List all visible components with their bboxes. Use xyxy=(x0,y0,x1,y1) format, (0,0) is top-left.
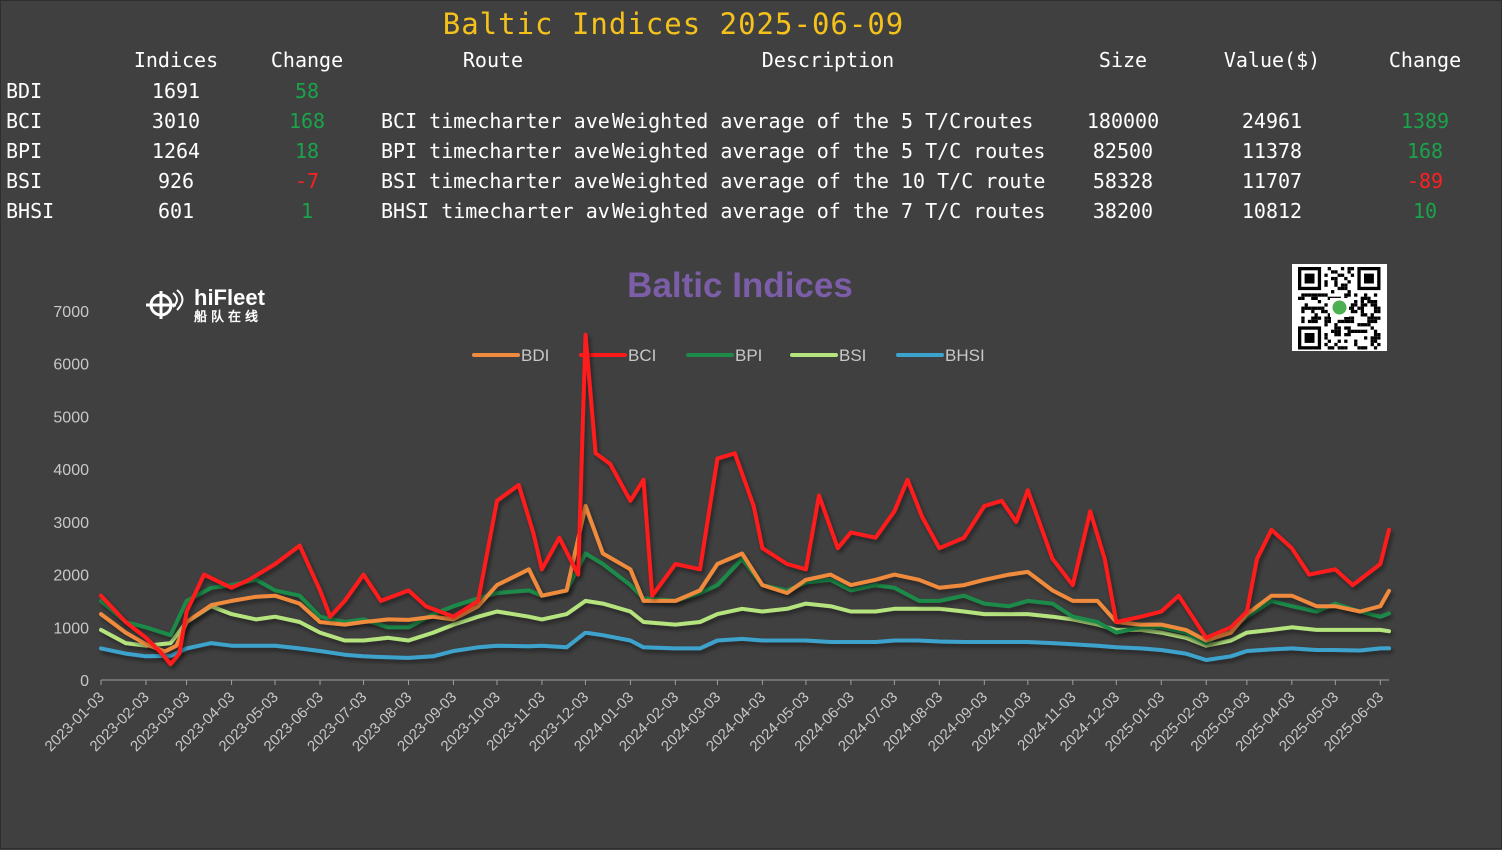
index-name: BDI xyxy=(6,79,43,103)
index-change: -7 xyxy=(294,169,320,193)
index-change: 58 xyxy=(294,79,320,103)
index-name: BPI xyxy=(6,139,43,163)
legend-label: BPI xyxy=(735,346,762,365)
tc-value: 10812 xyxy=(1241,199,1303,223)
size-value: 58328 xyxy=(1092,169,1154,193)
index-change: 1 xyxy=(300,199,314,223)
tc-value: 11707 xyxy=(1241,169,1303,193)
hifleet-logo: hiFleet 船队在线 xyxy=(144,283,284,331)
description-text: Weighted average of the 10 T/C route xyxy=(612,169,1046,193)
index-value: 601 xyxy=(157,199,195,223)
y-tick-label: 5000 xyxy=(53,409,89,426)
route-text: BCI timecharter ave xyxy=(381,109,610,133)
series-line-bsi xyxy=(99,598,1391,648)
column-header-description: Description xyxy=(761,48,895,72)
legend-label: BSI xyxy=(839,346,866,365)
column-header-route: Route xyxy=(462,48,524,72)
logo-subtitle: 船队在线 xyxy=(194,309,262,325)
index-change: 168 xyxy=(288,109,326,133)
qr-code-icon xyxy=(1292,264,1387,351)
series-line-bci xyxy=(99,332,1391,667)
baltic-indices-chart: Baltic Indices 0 1000 2000 3000 4000 5000 6000 7… xyxy=(42,266,1391,755)
tc-value-change: 1389 xyxy=(1400,109,1450,133)
y-tick-label: 1000 xyxy=(53,620,89,637)
column-header-indices: Indices xyxy=(133,48,219,72)
index-name: BHSI xyxy=(6,199,55,223)
column-header-value-change: Change xyxy=(1388,48,1462,72)
index-value: 926 xyxy=(157,169,195,193)
ship-wheel-icon: hiFleet 船队在线 xyxy=(146,285,266,325)
series-line-bpi xyxy=(99,551,1391,646)
y-tick-label: 3000 xyxy=(53,515,89,532)
series-line-bdi xyxy=(99,504,1391,654)
y-tick-label: 2000 xyxy=(53,568,89,585)
logo-text: hiFleet xyxy=(194,285,266,310)
legend-label: BCI xyxy=(628,346,656,365)
tc-value-change: 10 xyxy=(1412,199,1438,223)
legend-label: BDI xyxy=(521,346,549,365)
description-text: Weighted average of the 7 T/C routes xyxy=(612,199,1046,223)
chart-title: Baltic Indices xyxy=(627,266,853,305)
column-header-size: Size xyxy=(1098,48,1148,72)
index-name: BSI xyxy=(6,169,43,193)
column-header-value: Value($) xyxy=(1223,48,1321,72)
column-header-change: Change xyxy=(270,48,344,72)
y-tick-label: 4000 xyxy=(53,462,89,479)
index-value: 3010 xyxy=(151,109,201,133)
route-text: BHSI timecharter av xyxy=(381,199,610,223)
route-text: BSI timecharter ave xyxy=(381,169,610,193)
description-text: Weighted average of the 5 T/C routes xyxy=(612,139,1046,163)
tc-value-change: -89 xyxy=(1406,169,1444,193)
y-tick-label: 0 xyxy=(80,673,89,690)
tc-value: 24961 xyxy=(1241,109,1303,133)
y-tick-label: 7000 xyxy=(53,304,89,321)
index-name: BCI xyxy=(6,109,43,133)
index-change: 18 xyxy=(294,139,320,163)
tc-value: 11378 xyxy=(1241,139,1303,163)
legend-label: BHSI xyxy=(945,346,985,365)
description-text: Weighted average of the 5 T/Croutes xyxy=(612,109,1034,133)
series-line-bhsi xyxy=(99,630,1391,662)
tc-value-change: 168 xyxy=(1406,139,1444,163)
page-title: Baltic Indices 2025-06-09 xyxy=(442,7,905,41)
index-value: 1691 xyxy=(151,79,201,103)
size-value: 38200 xyxy=(1092,199,1154,223)
y-tick-label: 6000 xyxy=(53,357,89,374)
route-text: BPI timecharter ave xyxy=(381,139,610,163)
size-value: 82500 xyxy=(1092,139,1154,163)
index-value: 1264 xyxy=(151,139,201,163)
size-value: 180000 xyxy=(1086,109,1160,133)
